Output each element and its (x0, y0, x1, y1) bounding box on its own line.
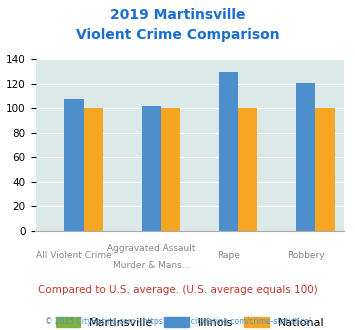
Text: Aggravated Assault: Aggravated Assault (107, 244, 196, 253)
Bar (84, 109, 103, 231)
Bar (161, 109, 180, 231)
Text: Rape: Rape (217, 251, 240, 260)
Text: All Violent Crime: All Violent Crime (36, 251, 112, 260)
Text: Violent Crime Comparison: Violent Crime Comparison (76, 28, 279, 42)
Bar (142, 106, 161, 231)
Bar (296, 83, 315, 231)
Text: Compared to U.S. average. (U.S. average equals 100): Compared to U.S. average. (U.S. average … (38, 285, 317, 295)
Bar (65, 99, 84, 231)
Text: 2019 Martinsville: 2019 Martinsville (110, 8, 245, 22)
Bar (219, 72, 238, 231)
Text: © 2025 CityRating.com - https://www.cityrating.com/crime-statistics/: © 2025 CityRating.com - https://www.city… (45, 317, 310, 326)
Legend: Martinsville, Illinois, National: Martinsville, Illinois, National (52, 314, 328, 330)
Text: Robbery: Robbery (287, 251, 324, 260)
Bar (315, 109, 335, 231)
Bar (238, 109, 257, 231)
Text: Murder & Mans...: Murder & Mans... (113, 261, 190, 270)
